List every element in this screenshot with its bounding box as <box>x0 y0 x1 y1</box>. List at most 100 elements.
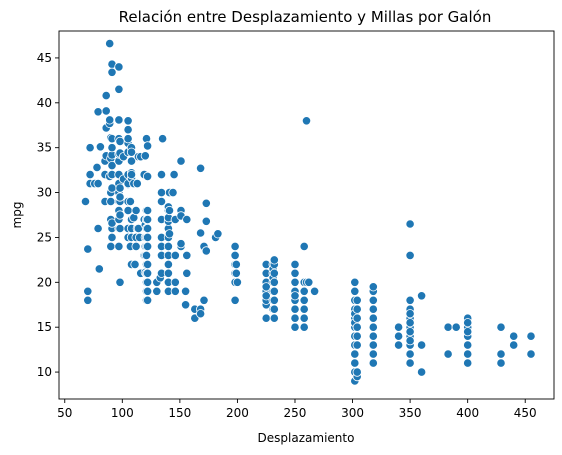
data-point-191 <box>213 229 223 239</box>
x-tick-label: 250 <box>284 406 307 420</box>
y-tick-label: 10 <box>37 365 52 379</box>
data-point-235 <box>299 322 309 332</box>
data-point-177 <box>182 250 192 260</box>
data-point-54 <box>114 62 124 72</box>
x-tick-label: 300 <box>341 406 364 420</box>
data-point-281 <box>405 358 415 368</box>
data-point-300 <box>451 322 461 332</box>
data-point-96 <box>132 179 142 189</box>
plot-frame <box>58 30 555 400</box>
y-tick-label: 45 <box>37 51 52 65</box>
data-point-19 <box>101 106 111 116</box>
data-point-242 <box>301 116 312 126</box>
data-point-10 <box>93 223 103 234</box>
data-point-294 <box>405 327 415 337</box>
data-point-9 <box>93 179 103 189</box>
data-point-231 <box>290 277 300 287</box>
data-point-293 <box>405 309 415 319</box>
data-point-147 <box>158 134 168 144</box>
data-point-188 <box>201 216 211 226</box>
data-point-257 <box>350 277 360 287</box>
data-point-198 <box>231 268 241 278</box>
data-point-195 <box>230 250 240 260</box>
data-point-25 <box>106 196 116 207</box>
y-axis: 10 15 20 25 30 35 40 45 <box>37 51 59 379</box>
data-point-151 <box>163 241 173 251</box>
data-point-62 <box>115 210 125 220</box>
data-point-38 <box>107 161 117 171</box>
data-point-154 <box>163 268 173 278</box>
data-point-130 <box>143 232 153 242</box>
data-point-59 <box>115 183 125 193</box>
data-point-245 <box>309 286 320 296</box>
data-point-89 <box>126 156 137 166</box>
data-point-218 <box>269 295 279 305</box>
data-point-166 <box>170 277 180 287</box>
data-point-233 <box>290 259 300 269</box>
x-tick-label: 50 <box>57 406 72 420</box>
data-point-237 <box>299 304 309 314</box>
y-tick-label: 35 <box>37 141 52 155</box>
data-point-92 <box>130 259 140 269</box>
data-point-262 <box>352 340 362 350</box>
data-point-53 <box>114 115 124 125</box>
data-point-239 <box>299 286 309 296</box>
data-point-185 <box>199 295 209 305</box>
data-point-273 <box>368 313 378 323</box>
data-point-1 <box>83 295 93 305</box>
data-point-224 <box>269 304 279 314</box>
data-point-131 <box>143 214 153 225</box>
data-point-248 <box>350 358 360 368</box>
data-point-271 <box>368 331 378 341</box>
data-point-13 <box>95 142 106 152</box>
data-point-0 <box>80 196 91 207</box>
data-point-164 <box>169 170 179 180</box>
data-point-222 <box>269 313 279 323</box>
data-point-5 <box>85 143 95 153</box>
data-point-128 <box>143 286 153 296</box>
data-point-63 <box>115 277 125 287</box>
data-point-219 <box>269 286 279 296</box>
data-point-184 <box>196 163 206 173</box>
data-point-160 <box>164 229 175 239</box>
y-tick-label: 40 <box>37 96 52 110</box>
data-point-296 <box>416 340 427 350</box>
data-point-309 <box>496 358 506 368</box>
data-point-311 <box>496 322 506 332</box>
data-point-6 <box>85 170 95 180</box>
data-point-261 <box>352 367 362 377</box>
data-point-135 <box>143 241 153 251</box>
data-point-310 <box>496 349 506 359</box>
data-point-302 <box>463 349 473 359</box>
data-point-153 <box>163 259 173 269</box>
chart-title: Relación entre Desplazamiento y Millas p… <box>119 8 492 26</box>
data-point-137 <box>152 286 162 296</box>
data-point-268 <box>368 358 378 368</box>
data-point-228 <box>290 304 300 314</box>
x-tick-label: 450 <box>514 406 537 420</box>
data-point-73 <box>123 125 133 135</box>
data-point-278 <box>393 340 404 350</box>
data-point-55 <box>114 84 124 94</box>
data-point-146 <box>156 196 167 207</box>
data-point-303 <box>463 340 473 350</box>
data-point-132 <box>143 141 153 151</box>
data-point-209 <box>261 282 271 292</box>
data-point-174 <box>181 286 191 296</box>
data-point-26 <box>106 241 116 251</box>
data-point-270 <box>368 340 378 350</box>
data-point-114 <box>141 250 152 260</box>
data-point-313 <box>509 331 519 341</box>
data-point-226 <box>290 322 300 332</box>
data-point-269 <box>368 349 378 359</box>
data-point-125 <box>143 277 153 287</box>
data-point-176 <box>182 268 192 278</box>
data-point-307 <box>463 327 473 337</box>
data-point-197 <box>230 295 240 305</box>
data-point-86 <box>126 147 137 157</box>
y-axis-label: mpg <box>10 202 24 229</box>
data-point-200 <box>232 277 242 287</box>
data-point-256 <box>350 286 360 296</box>
data-point-244 <box>304 277 314 287</box>
